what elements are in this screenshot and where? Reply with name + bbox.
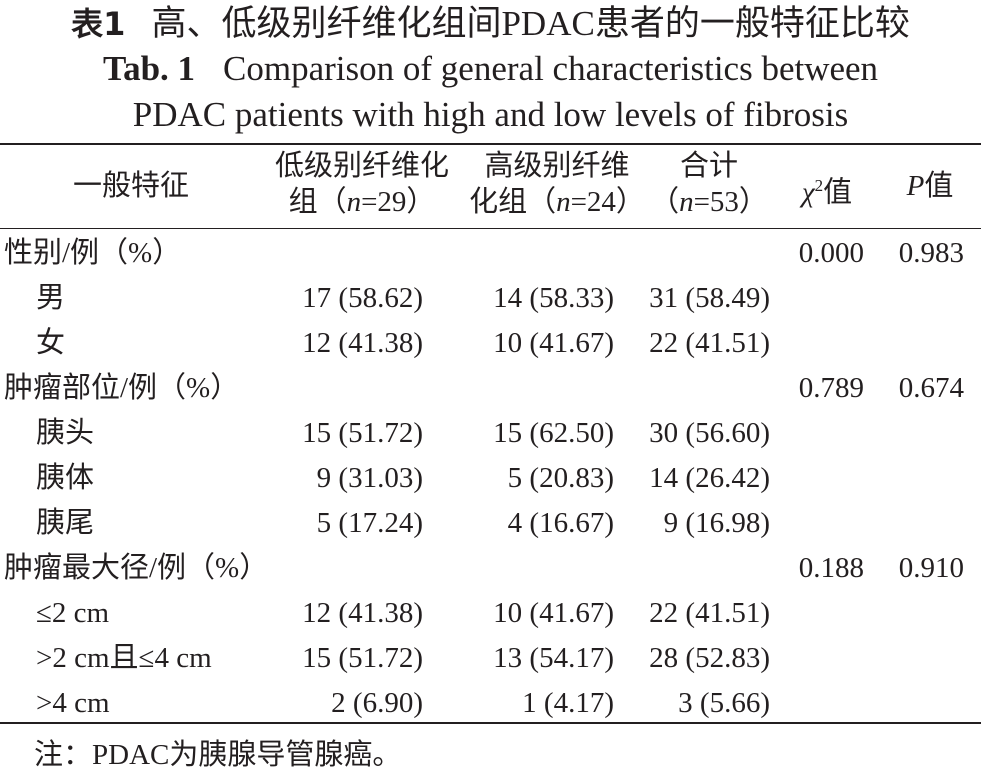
chi-square-value: 0.789: [798, 372, 864, 404]
low-fibrosis-value: 5 (17.24): [316, 507, 423, 539]
total-value: 30 (56.60): [649, 417, 770, 449]
low-fibrosis-value: 12 (41.38): [302, 597, 423, 629]
row-label: ≤2 cm: [36, 597, 110, 629]
table-title-chinese-text: 高、低级别纤维化组间PDAC患者的一般特征比较: [151, 4, 910, 43]
row-label: 肿瘤最大径/例（%）: [4, 552, 269, 584]
high-fibrosis-value: 13 (54.17): [493, 642, 614, 674]
total-value: 14 (26.42): [649, 462, 770, 494]
header-high-fibrosis-line1: 高级别纤维: [484, 150, 630, 182]
header-rule: [0, 228, 981, 229]
high-fibrosis-value: 1 (4.17): [522, 687, 614, 719]
table-bottom-rule: [0, 722, 981, 724]
high-fibrosis-value: 15 (62.50): [493, 417, 614, 449]
total-value: 28 (52.83): [649, 642, 770, 674]
row-label: 女: [36, 327, 66, 359]
header-total-line1: 合计: [679, 150, 738, 182]
total-value: 22 (41.51): [649, 597, 770, 629]
p-value: 0.674: [898, 372, 964, 404]
header-total-line2: （n=53）: [650, 186, 768, 218]
table-title-chinese: 表1 高、低级别纤维化组间PDAC患者的一般特征比较: [0, 2, 981, 46]
header-p-value: P值: [906, 170, 954, 202]
total-value: 31 (58.49): [649, 282, 770, 314]
row-label: >2 cm且≤4 cm: [36, 642, 212, 674]
row-label: 胰尾: [36, 507, 95, 539]
high-fibrosis-value: 5 (20.83): [507, 462, 614, 494]
table-title-english-line2: PDAC patients with high and low levels o…: [132, 95, 849, 134]
total-value: 3 (5.66): [678, 687, 770, 719]
row-label: 肿瘤部位/例（%）: [4, 372, 240, 404]
high-fibrosis-value: 4 (16.67): [507, 507, 614, 539]
header-high-fibrosis: 高级别纤维 化组（n=24）: [468, 148, 646, 220]
row-label: 性别/例（%）: [4, 237, 182, 269]
high-fibrosis-value: 10 (41.67): [493, 327, 614, 359]
low-fibrosis-value: 12 (41.38): [302, 327, 423, 359]
row-label: 胰头: [36, 417, 95, 449]
table-top-rule: [0, 143, 981, 145]
low-fibrosis-value: 15 (51.72): [302, 642, 423, 674]
low-fibrosis-value: 2 (6.90): [331, 687, 423, 719]
header-total: 合计 （n=53）: [646, 148, 772, 220]
chi-square-value: 0.188: [798, 552, 864, 584]
header-general-characteristics: 一般特征: [72, 170, 189, 202]
table-title-english: Tab. 1 Comparison of general characterist…: [0, 48, 981, 90]
low-fibrosis-value: 15 (51.72): [302, 417, 423, 449]
header-high-fibrosis-line2: 化组（n=24）: [469, 186, 645, 218]
low-fibrosis-value: 9 (31.03): [316, 462, 423, 494]
high-fibrosis-value: 10 (41.67): [493, 597, 614, 629]
row-label: 胰体: [36, 462, 95, 494]
p-value: 0.910: [898, 552, 964, 584]
row-label: 男: [36, 282, 66, 314]
header-low-fibrosis-line1: 低级别纤维化: [274, 150, 449, 182]
header-chi-square: χ2值: [801, 176, 853, 209]
low-fibrosis-value: 17 (58.62): [302, 282, 423, 314]
high-fibrosis-value: 14 (58.33): [493, 282, 614, 314]
total-value: 9 (16.98): [663, 507, 770, 539]
header-low-fibrosis: 低级别纤维化 组（n=29）: [262, 148, 462, 220]
table-title-english-line1: Comparison of general characteristics be…: [223, 49, 879, 88]
table-footnote: 注：PDAC为胰腺导管腺癌。: [34, 739, 402, 771]
table-label-english: Tab. 1: [102, 49, 196, 88]
row-label: >4 cm: [36, 687, 110, 719]
chi-square-value: 0.000: [798, 237, 864, 269]
p-value: 0.983: [898, 237, 964, 269]
table-label-chinese: 表1: [71, 5, 126, 43]
total-value: 22 (41.51): [649, 327, 770, 359]
header-low-fibrosis-line2: 组（n=29）: [288, 186, 436, 218]
